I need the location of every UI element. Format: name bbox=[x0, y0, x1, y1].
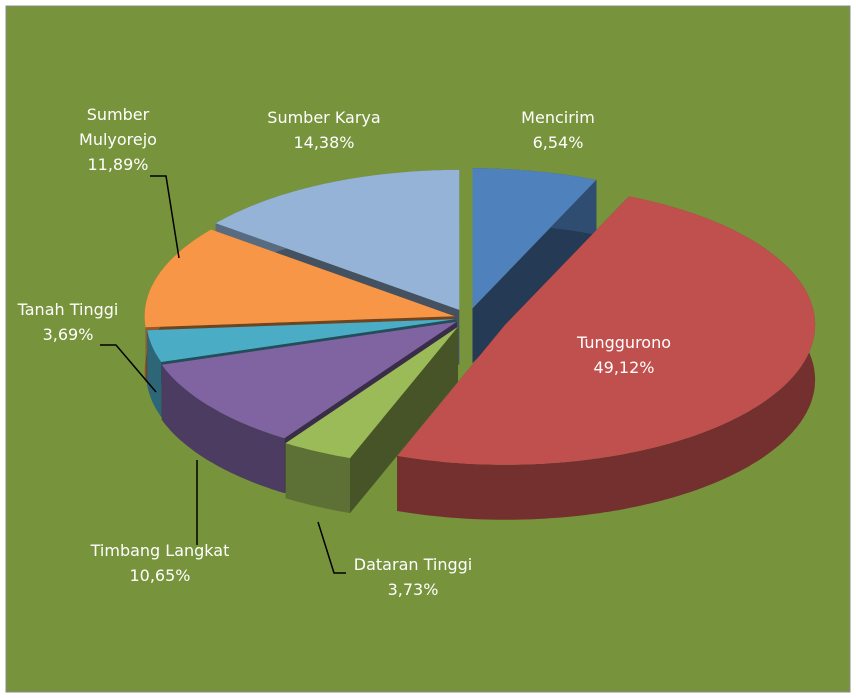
data-label: Tanah Tinggi 3,69% bbox=[0, 297, 138, 347]
slice bbox=[285, 326, 458, 459]
data-label: Mencirim 6,54% bbox=[488, 105, 628, 155]
slice bbox=[161, 321, 457, 439]
value-label: 6,54% bbox=[532, 133, 584, 152]
category-label: Tanah Tinggi bbox=[17, 300, 119, 319]
category-label: Timbang Langkat bbox=[90, 541, 230, 560]
category-label: Mencirim bbox=[521, 108, 595, 127]
value-label: 10,65% bbox=[129, 566, 191, 585]
data-label: Timbang Langkat 10,65% bbox=[80, 538, 240, 588]
value-label: 49,12% bbox=[593, 358, 655, 377]
data-label: Dataran Tinggi 3,73% bbox=[333, 552, 493, 602]
category-label: Sumber Karya bbox=[267, 108, 381, 127]
slice-wall bbox=[285, 443, 350, 514]
leader-line bbox=[150, 175, 180, 259]
category-label: Sumber Mulyorejo bbox=[79, 105, 157, 149]
value-label: 11,89% bbox=[87, 155, 149, 174]
slice-wall bbox=[161, 364, 285, 494]
slice-wall bbox=[147, 330, 162, 417]
pie bbox=[144, 168, 816, 520]
category-label: Tunggurono bbox=[576, 333, 672, 352]
slice bbox=[147, 319, 457, 362]
data-label: Sumber Karya 14,38% bbox=[244, 105, 404, 155]
slice bbox=[472, 168, 597, 309]
slice bbox=[144, 229, 455, 328]
slice bbox=[215, 169, 460, 310]
category-label: Dataran Tinggi bbox=[353, 555, 473, 574]
value-label: 14,38% bbox=[293, 133, 355, 152]
value-label: 3,73% bbox=[387, 580, 439, 599]
data-label: Sumber Mulyorejo 11,89% bbox=[71, 102, 166, 177]
slice bbox=[397, 196, 816, 465]
leader-line bbox=[317, 521, 346, 574]
leader-line bbox=[100, 344, 157, 393]
slice-wall bbox=[397, 196, 816, 520]
leader-lines bbox=[100, 175, 346, 574]
value-label: 3,69% bbox=[42, 325, 94, 344]
data-label: Tunggurono 49,12% bbox=[554, 330, 694, 380]
